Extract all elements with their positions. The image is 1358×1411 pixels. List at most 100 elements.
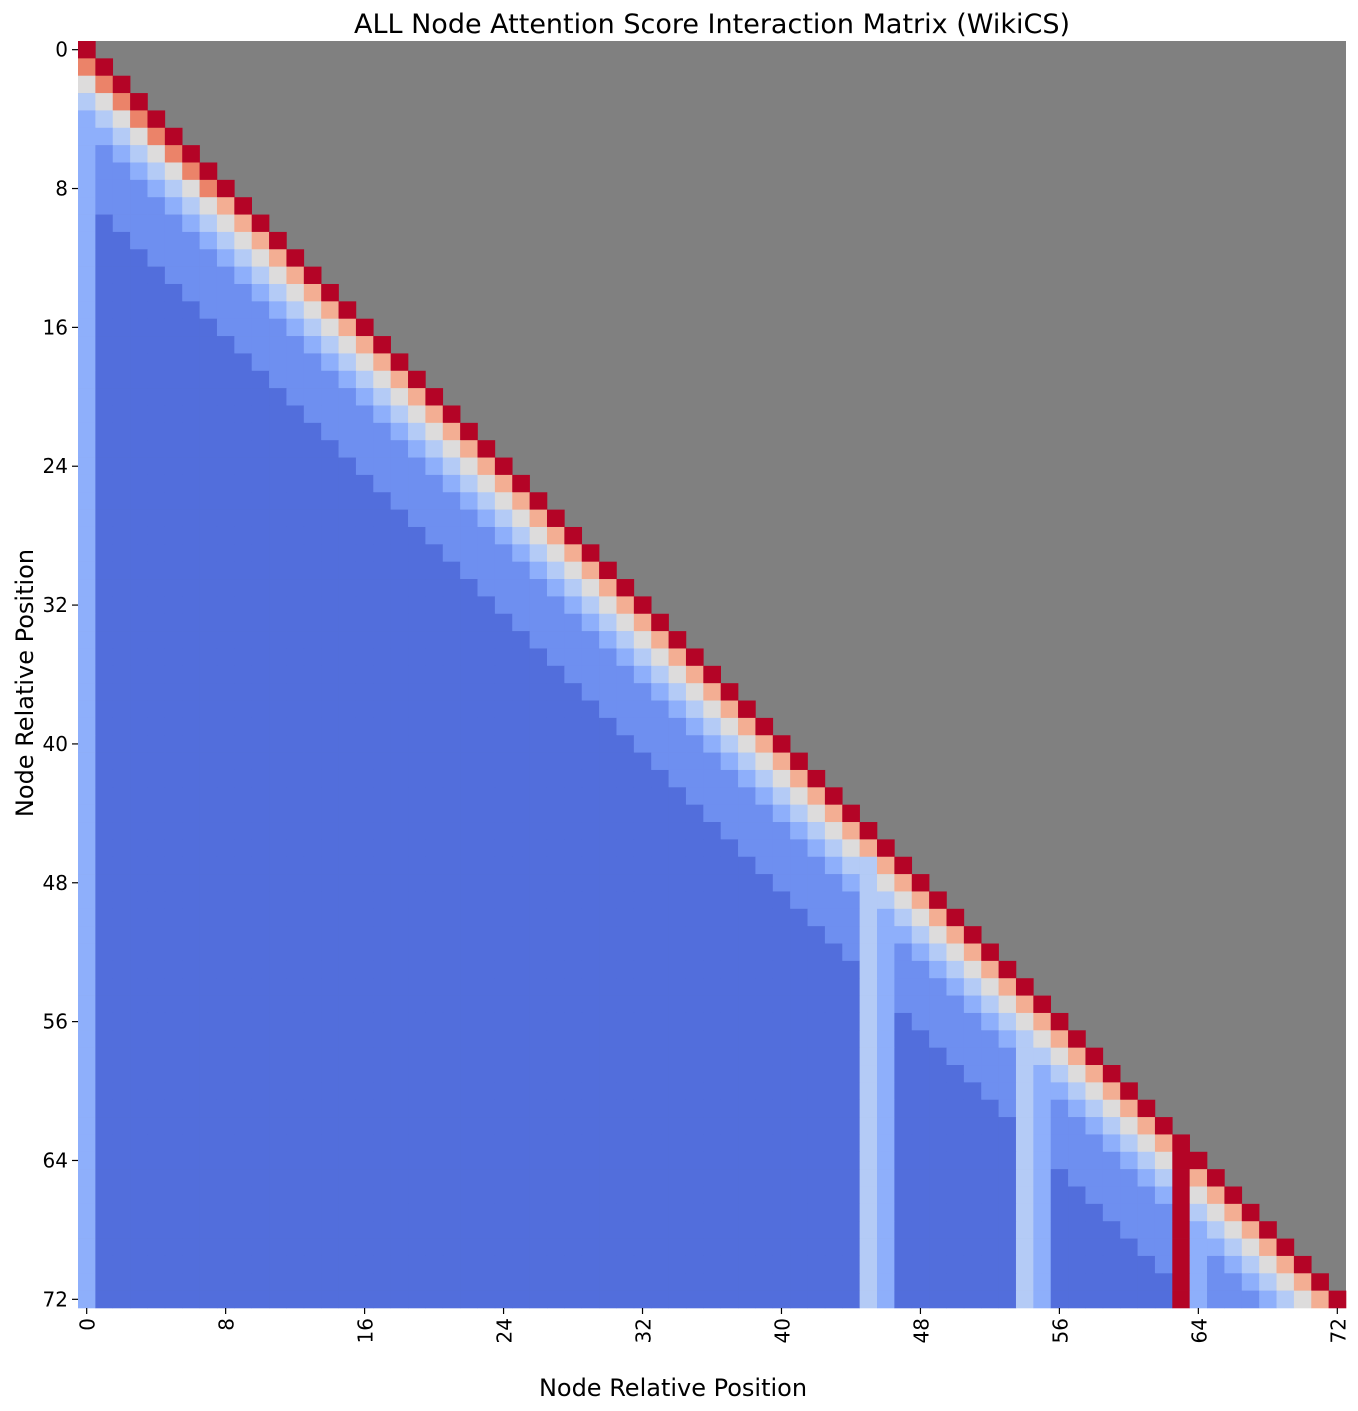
heatmap-cell — [408, 926, 426, 944]
heatmap-cell — [147, 1134, 166, 1153]
heatmap-cell — [390, 440, 409, 458]
heatmap-cell — [1172, 1221, 1190, 1239]
heatmap-cell — [1068, 1099, 1086, 1118]
heatmap-cell — [95, 735, 114, 753]
heatmap-cell — [998, 960, 1017, 979]
heatmap-cell — [78, 995, 96, 1014]
heatmap-cell — [581, 1134, 600, 1153]
heatmap-cell — [1015, 995, 1034, 1014]
heatmap-cell — [269, 561, 287, 580]
heatmap-cell — [303, 856, 322, 875]
heatmap-cell — [373, 995, 391, 1014]
heatmap-cell — [182, 1221, 200, 1239]
heatmap-cell — [164, 648, 183, 667]
heatmap-cell — [772, 891, 791, 910]
heatmap-cell — [599, 995, 617, 1014]
heatmap-cell — [477, 804, 496, 823]
heatmap-cell — [616, 1099, 635, 1118]
heatmap-cell — [303, 804, 322, 823]
heatmap-cell — [494, 648, 513, 667]
heatmap-cell — [234, 631, 252, 649]
heatmap-cell — [1015, 1134, 1034, 1153]
heatmap-cell — [859, 1047, 878, 1066]
heatmap-cell — [807, 1012, 826, 1031]
heatmap-cell — [321, 613, 339, 632]
heatmap-cell — [286, 665, 305, 684]
heatmap-cell — [95, 891, 114, 910]
heatmap-cell — [738, 769, 756, 788]
heatmap-cell — [130, 422, 148, 441]
heatmap-cell — [425, 1203, 444, 1222]
heatmap-cell — [720, 1273, 739, 1291]
heatmap-cell — [755, 822, 774, 840]
heatmap-cell — [633, 1221, 652, 1239]
heatmap-cell — [824, 1186, 843, 1205]
heatmap-cell — [78, 1082, 96, 1101]
heatmap-cell — [720, 1290, 739, 1309]
heatmap-cell — [442, 1186, 461, 1205]
heatmap-cell — [95, 370, 114, 389]
heatmap-cell — [164, 596, 183, 615]
heatmap-cell — [199, 596, 218, 615]
heatmap-cell — [112, 891, 131, 910]
heatmap-cell — [130, 544, 148, 562]
heatmap-cell — [251, 474, 270, 493]
heatmap-cell — [1224, 1221, 1243, 1239]
heatmap-cell — [703, 1203, 721, 1222]
heatmap-cell — [946, 1238, 965, 1257]
heatmap-cell — [529, 874, 548, 892]
heatmap-cell — [651, 1065, 669, 1083]
heatmap-cell — [373, 787, 391, 805]
heatmap-cell — [790, 960, 808, 979]
heatmap-cell — [269, 1012, 287, 1031]
heatmap-cell — [460, 474, 478, 493]
heatmap-cell — [1172, 1169, 1190, 1187]
heatmap-cell — [703, 1065, 721, 1083]
heatmap-cell — [703, 891, 721, 910]
heatmap-cell — [199, 301, 218, 319]
heatmap-cell — [564, 1117, 583, 1135]
heatmap-cell — [633, 1012, 652, 1031]
heatmap-cell — [685, 1047, 704, 1066]
heatmap-cell — [772, 978, 791, 996]
heatmap-cell — [581, 1273, 600, 1291]
heatmap-cell — [599, 1203, 617, 1222]
heatmap-cell — [599, 1169, 617, 1187]
heatmap-cell — [512, 978, 530, 996]
heatmap-cell — [651, 1203, 669, 1222]
heatmap-cell — [373, 1047, 391, 1066]
heatmap-cell — [581, 1151, 600, 1170]
heatmap-cell — [1120, 1151, 1138, 1170]
heatmap-cell — [738, 822, 756, 840]
heatmap-cell — [199, 526, 218, 545]
heatmap-cell — [303, 926, 322, 944]
heatmap-cell — [338, 1047, 357, 1066]
heatmap-cell — [668, 1186, 687, 1205]
heatmap-cell — [199, 1030, 218, 1048]
heatmap-cell — [408, 735, 426, 753]
heatmap-cell — [234, 579, 252, 597]
heatmap-cell — [338, 336, 357, 354]
heatmap-cell — [963, 1290, 982, 1309]
heatmap-cell — [581, 1186, 600, 1205]
heatmap-cell — [303, 370, 322, 389]
heatmap-cell — [1050, 1290, 1069, 1309]
heatmap-cell — [199, 509, 218, 528]
heatmap-cell — [1033, 1099, 1052, 1118]
heatmap-cell — [616, 1134, 635, 1153]
heatmap-cell — [321, 544, 339, 562]
heatmap-cell — [130, 613, 148, 632]
heatmap-cell — [269, 544, 287, 562]
heatmap-cell — [1241, 1273, 1260, 1291]
heatmap-cell — [303, 700, 322, 719]
heatmap-cell — [703, 700, 721, 719]
heatmap-cell — [408, 388, 426, 406]
heatmap-cell — [929, 1012, 947, 1031]
heatmap-cell — [147, 1082, 166, 1101]
heatmap-cell — [790, 874, 808, 892]
heatmap-cell — [599, 613, 617, 632]
heatmap-cell — [738, 1099, 756, 1118]
heatmap-cell — [772, 1117, 791, 1135]
heatmap-cell — [720, 960, 739, 979]
heatmap-cell — [234, 752, 252, 771]
